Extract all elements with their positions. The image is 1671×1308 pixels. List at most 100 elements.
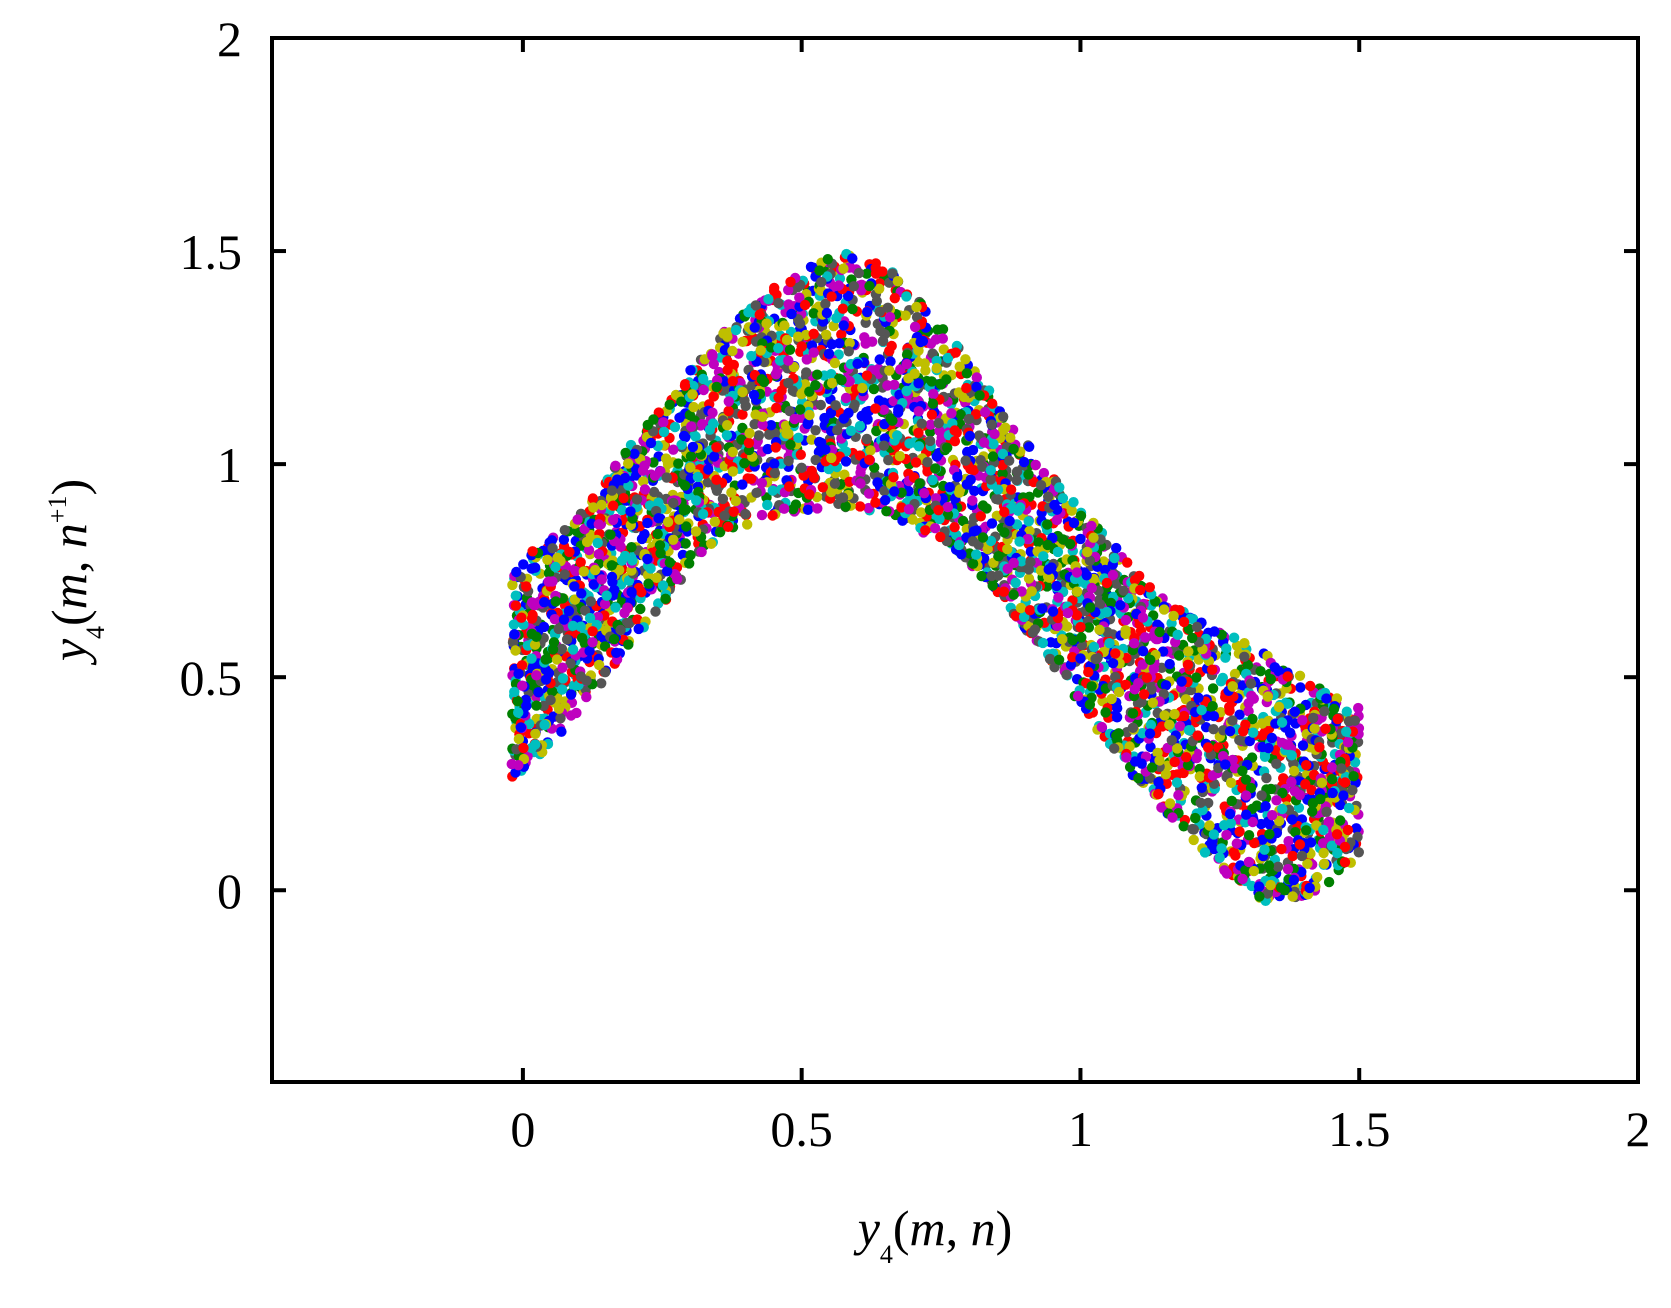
scatter-point bbox=[751, 487, 762, 498]
scatter-point bbox=[1044, 572, 1055, 583]
scatter-point bbox=[997, 425, 1009, 436]
scatter-point bbox=[785, 276, 796, 288]
scatter-point bbox=[639, 484, 651, 495]
scatter-point bbox=[551, 654, 563, 665]
scatter-point bbox=[1249, 837, 1260, 849]
scatter-point bbox=[1297, 715, 1308, 726]
scatter-point bbox=[1312, 871, 1323, 883]
scatter-point bbox=[794, 318, 806, 329]
scatter-point bbox=[1315, 794, 1326, 805]
scatter-point bbox=[1276, 843, 1287, 855]
scatter-point bbox=[1018, 456, 1030, 468]
scatter-point bbox=[1224, 705, 1235, 716]
scatter-point bbox=[882, 302, 893, 313]
scatter-point bbox=[1137, 659, 1148, 670]
y-tick-label: 1 bbox=[217, 437, 242, 493]
scatter-point bbox=[927, 474, 938, 486]
scatter-point bbox=[1352, 831, 1363, 843]
scatter-point bbox=[652, 528, 663, 540]
scatter-point bbox=[1247, 816, 1258, 828]
scatter-point bbox=[740, 508, 751, 520]
scatter-point bbox=[1140, 632, 1151, 643]
scatter-point bbox=[1018, 611, 1030, 623]
scatter-point bbox=[507, 637, 519, 648]
scatter-point bbox=[802, 418, 813, 430]
scatter-point bbox=[558, 534, 570, 545]
scatter-point bbox=[750, 300, 761, 311]
scatter-point bbox=[606, 560, 617, 571]
scatter-point bbox=[730, 324, 742, 336]
scatter-point bbox=[821, 307, 833, 319]
scatter-point bbox=[723, 405, 734, 417]
scatter-point bbox=[829, 357, 841, 369]
scatter-point bbox=[661, 472, 672, 483]
scatter-point bbox=[513, 668, 524, 679]
scatter-point bbox=[567, 644, 579, 655]
scatter-point bbox=[658, 426, 670, 438]
scatter-point bbox=[1271, 758, 1282, 769]
scatter-point bbox=[555, 713, 566, 724]
scatter-point bbox=[1037, 637, 1049, 649]
scatter-point bbox=[1321, 806, 1332, 817]
scatter-point bbox=[737, 386, 748, 398]
y-tick-labels: 0 0.5 1 1.5 2 bbox=[180, 11, 243, 919]
scatter-point bbox=[587, 637, 598, 648]
scatter-point bbox=[516, 660, 528, 671]
scatter-point bbox=[740, 400, 751, 412]
scatter-point bbox=[842, 290, 854, 302]
scatter-point bbox=[1075, 533, 1086, 545]
x-tick-label: 1.5 bbox=[1328, 1101, 1391, 1157]
scatter-point bbox=[860, 338, 871, 349]
scatter-point bbox=[836, 375, 847, 386]
scatter-point bbox=[962, 446, 973, 458]
scatter-point bbox=[831, 312, 842, 324]
scatter-point bbox=[849, 399, 860, 410]
scatter-point bbox=[957, 515, 969, 527]
scatter-point bbox=[749, 419, 760, 430]
scatter-point bbox=[1203, 797, 1214, 809]
scatter-point bbox=[1187, 632, 1198, 644]
scatter-point bbox=[1076, 639, 1088, 651]
scatter-point bbox=[698, 373, 709, 385]
scatter-point bbox=[1052, 546, 1064, 558]
scatter-point bbox=[714, 527, 726, 538]
scatter-point bbox=[1279, 885, 1290, 896]
scatter-point bbox=[985, 474, 996, 485]
scatter-point bbox=[812, 503, 823, 514]
scatter-point bbox=[784, 344, 796, 355]
scatter-point bbox=[1173, 790, 1184, 801]
scatter-point bbox=[1010, 577, 1021, 588]
scatter-point bbox=[516, 612, 527, 623]
scatter-point bbox=[1262, 888, 1273, 899]
scatter-point bbox=[632, 614, 643, 625]
scatter-point bbox=[949, 436, 961, 447]
x-tick-labels: 0 0.5 1 1.5 2 bbox=[510, 1101, 1650, 1157]
scatter-point bbox=[967, 495, 978, 506]
scatter-point bbox=[1207, 664, 1218, 675]
scatter-point bbox=[1085, 602, 1096, 613]
scatter-point bbox=[1227, 681, 1238, 692]
scatter-point bbox=[753, 430, 765, 441]
scatter-point bbox=[698, 384, 709, 396]
scatter-point bbox=[642, 553, 653, 565]
scatter-point bbox=[784, 405, 795, 417]
scatter-point bbox=[1228, 632, 1240, 643]
scatter-point bbox=[757, 419, 768, 430]
scatter-point bbox=[727, 376, 738, 387]
scatter-point bbox=[930, 334, 942, 345]
scatter-point bbox=[826, 291, 837, 302]
scatter-point bbox=[593, 549, 604, 560]
scatter-point bbox=[576, 632, 588, 644]
scatter-point bbox=[593, 659, 605, 671]
scatter-point bbox=[1240, 817, 1251, 828]
scatter-point bbox=[986, 518, 998, 529]
scatter-point bbox=[680, 538, 691, 549]
scatter-point bbox=[1024, 525, 1035, 537]
scatter-point bbox=[1353, 847, 1365, 858]
scatter-point bbox=[592, 611, 604, 623]
scatter-point bbox=[1265, 674, 1277, 685]
scatter-point bbox=[925, 419, 936, 430]
scatter-point bbox=[868, 383, 880, 395]
scatter-point bbox=[1022, 533, 1033, 545]
scatter-point bbox=[1183, 725, 1195, 736]
